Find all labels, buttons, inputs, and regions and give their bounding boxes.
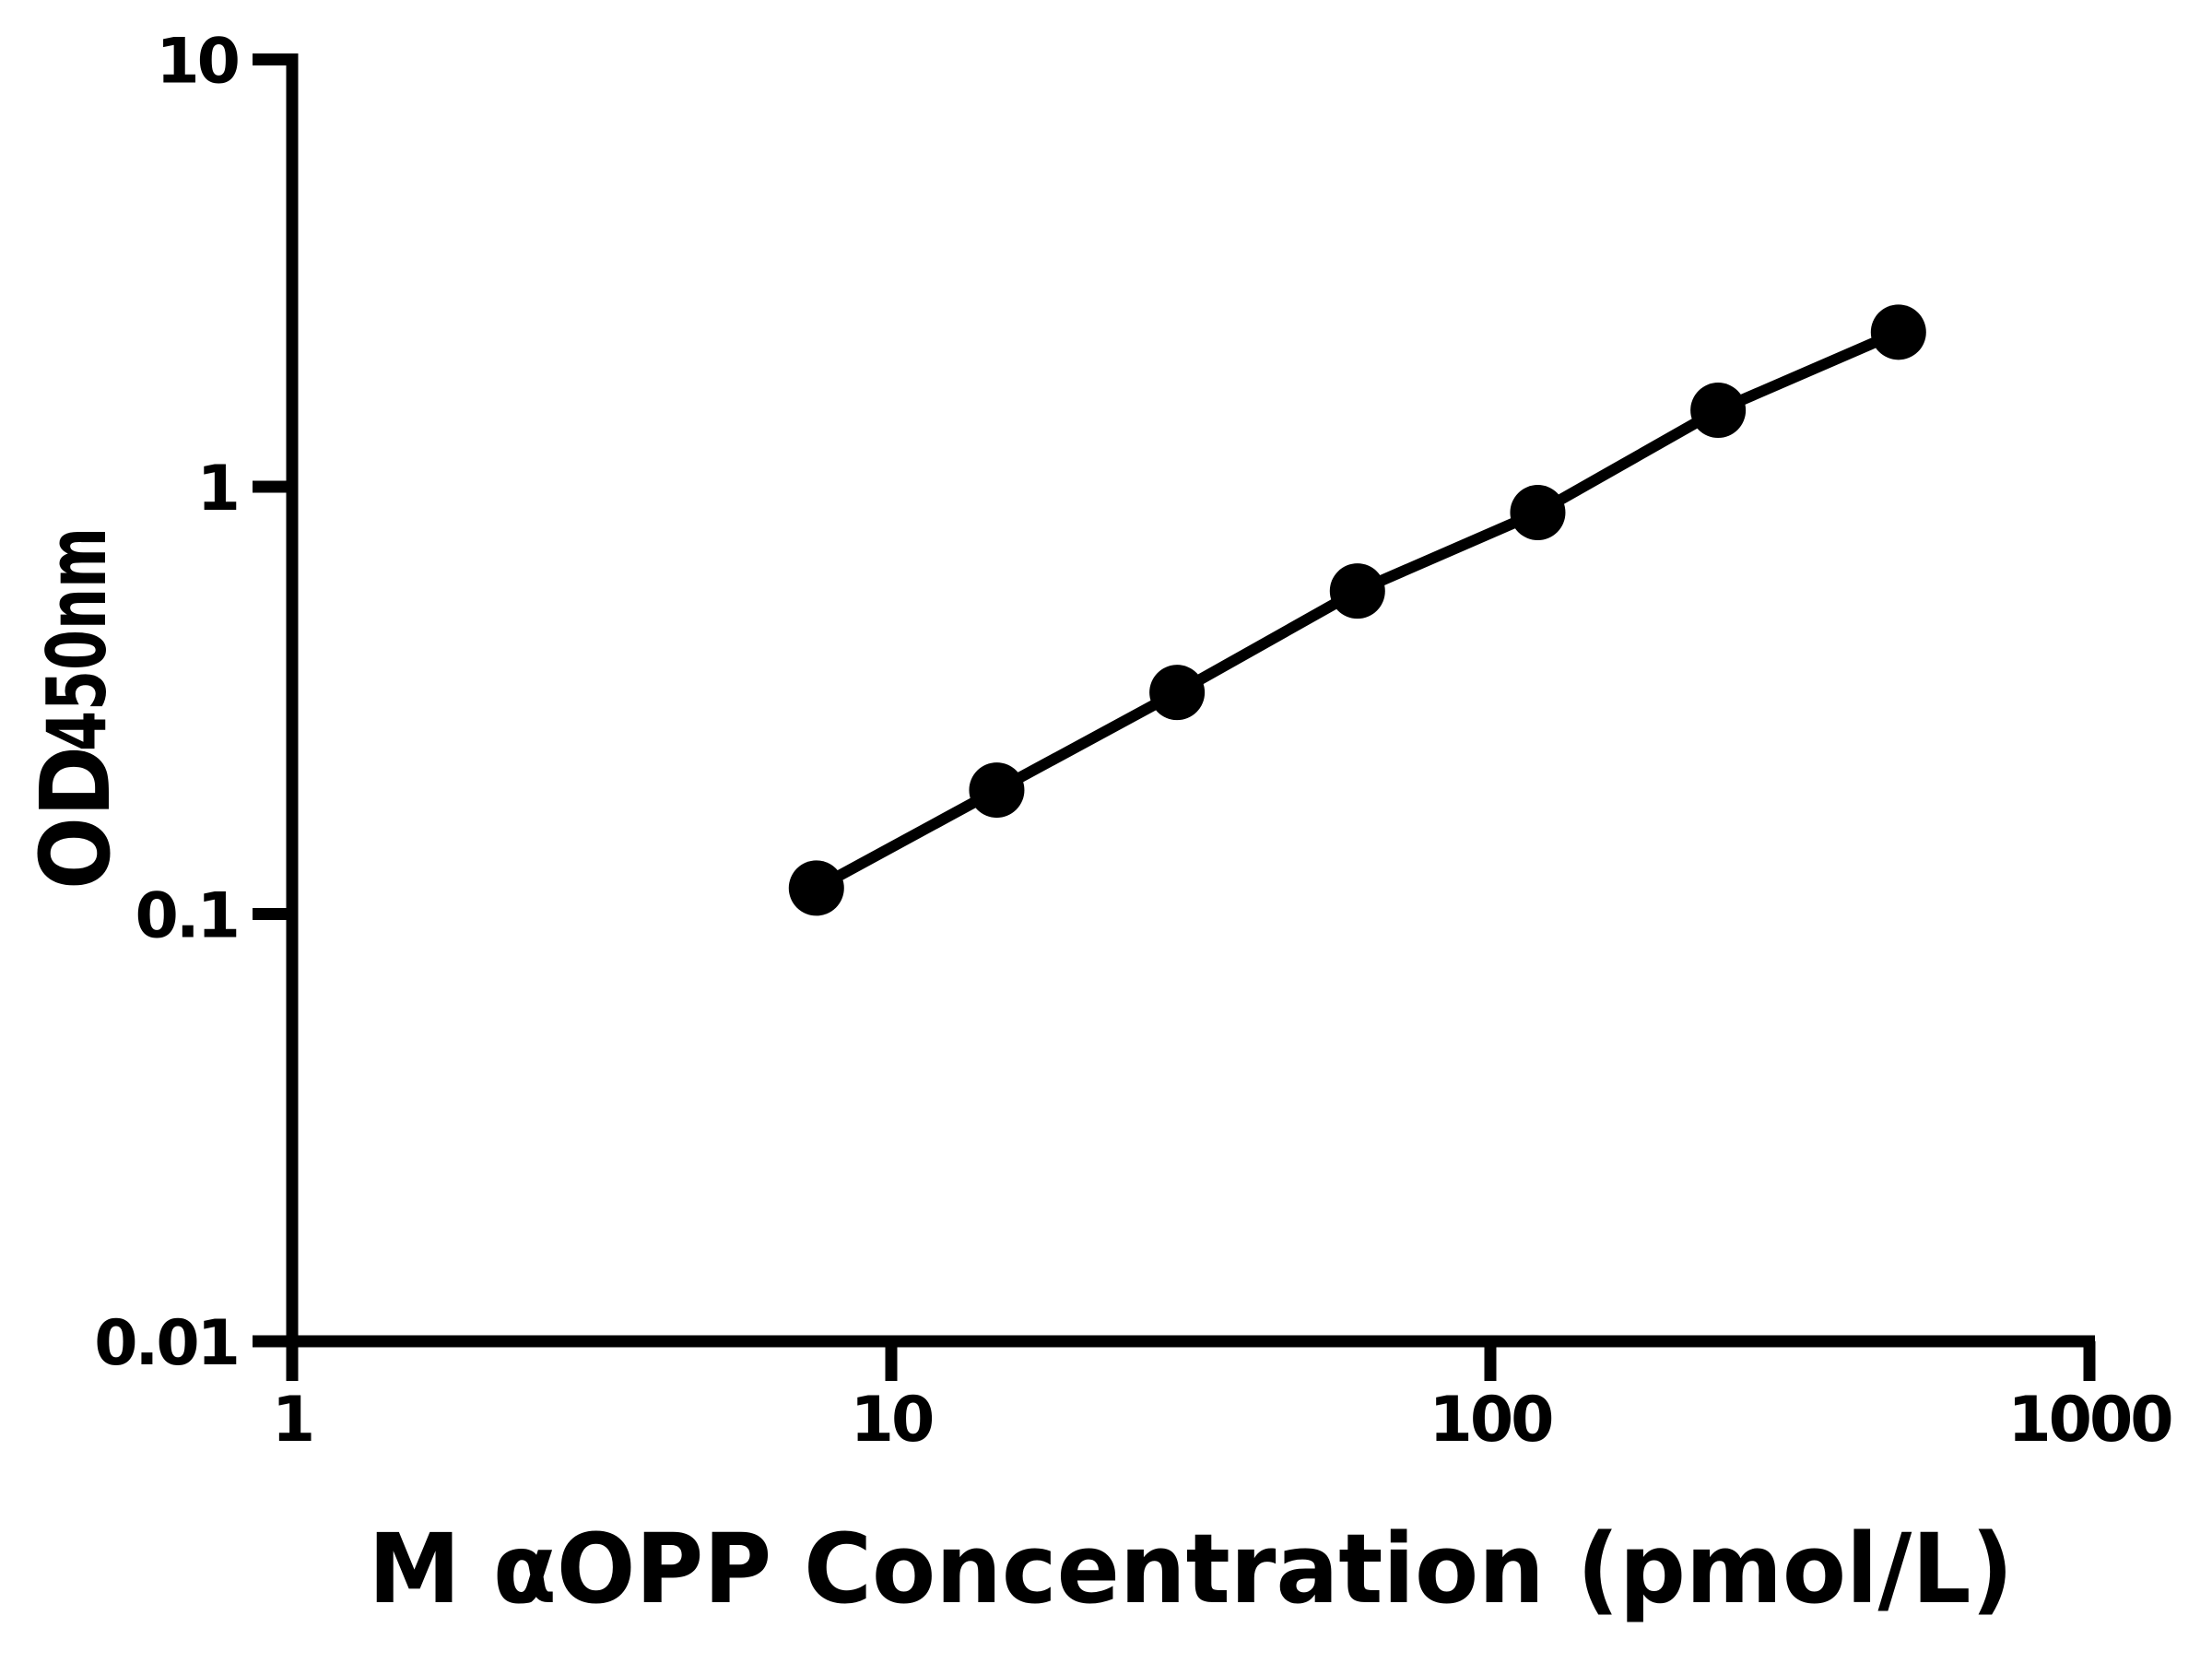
y-axis-title: OD 450nm bbox=[19, 527, 132, 890]
y-axis-ticks bbox=[253, 53, 292, 1348]
y-axis-tick-labels: 10 1 0.1 0.01 bbox=[94, 26, 241, 1381]
data-point bbox=[1329, 563, 1385, 619]
y-tick-label: 1 bbox=[197, 453, 238, 525]
y-tick-label: 0.1 bbox=[135, 880, 238, 953]
data-point bbox=[788, 860, 844, 916]
x-axis-tick-labels: 1 10 100 1000 bbox=[272, 1384, 2174, 1457]
data-point bbox=[1149, 665, 1206, 721]
x-axis-title: M αOPP Concentration (pmol/L) bbox=[369, 1513, 2014, 1625]
data-point bbox=[969, 762, 1025, 819]
x-tick-label: 1000 bbox=[2007, 1384, 2171, 1457]
data-series bbox=[788, 304, 1926, 916]
y-tick-label: 0.01 bbox=[94, 1307, 238, 1380]
data-point bbox=[1870, 304, 1926, 360]
y-axis-title-subscript: 450nm bbox=[29, 527, 124, 751]
x-tick-label: 100 bbox=[1430, 1384, 1553, 1457]
y-tick-label: 10 bbox=[156, 26, 238, 99]
data-point bbox=[1690, 383, 1747, 439]
x-tick-label: 10 bbox=[851, 1384, 933, 1457]
data-point bbox=[1510, 485, 1566, 541]
x-tick-label: 1 bbox=[272, 1384, 312, 1457]
y-axis-title-main: OD bbox=[19, 746, 132, 890]
x-axis-ticks bbox=[286, 1341, 2096, 1381]
